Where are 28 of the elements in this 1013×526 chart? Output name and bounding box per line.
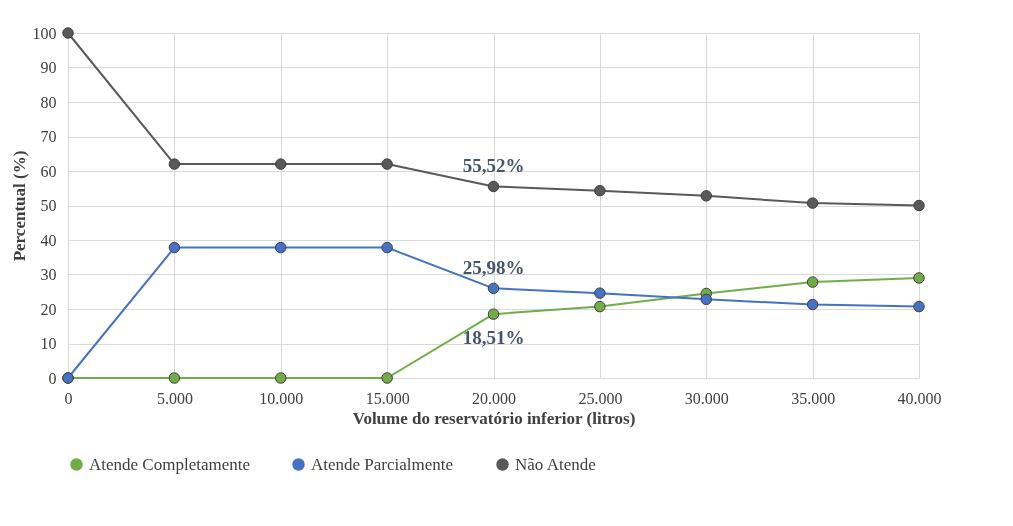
y-tick-label: 50: [40, 197, 57, 214]
x-tick-label: 30.000: [684, 389, 729, 407]
y-tick-label: 20: [40, 300, 57, 318]
legend-label: Atende Parcialmente: [311, 454, 454, 474]
x-tick-label: 10.000: [259, 389, 304, 407]
x-tick-label: 15.000: [365, 389, 410, 407]
y-tick-label: 30: [40, 266, 57, 283]
y-tick-label: 60: [40, 162, 57, 180]
y-tick-label: 0: [48, 369, 57, 387]
y-tick-label: 70: [40, 128, 57, 145]
x-tick-label: 40.000: [897, 389, 942, 407]
x-tick-label: 0: [64, 389, 73, 407]
y-tick-label: 90: [40, 59, 57, 76]
x-tick-label: 25.000: [578, 389, 623, 407]
legend-label: Não Atende: [515, 454, 596, 474]
y-tick-label: 10: [40, 335, 57, 352]
y-tick-label: 100: [32, 24, 57, 42]
y-axis-title: Percentual (%): [9, 150, 29, 262]
x-tick-label: 35.000: [791, 389, 836, 407]
x-tick-label: 5.000: [156, 389, 193, 407]
x-tick-label: 20.000: [472, 389, 516, 407]
x-axis-title: Volume do reservatório inferior (litros): [352, 408, 636, 428]
y-tick-label: 40: [40, 231, 57, 249]
y-tick-label: 80: [40, 93, 57, 111]
annotation: 25,98%: [462, 257, 525, 279]
legend-label: Atende Completamente: [89, 454, 250, 474]
annotation: 55,52%: [462, 155, 525, 177]
annotation: 18,51%: [462, 327, 525, 349]
